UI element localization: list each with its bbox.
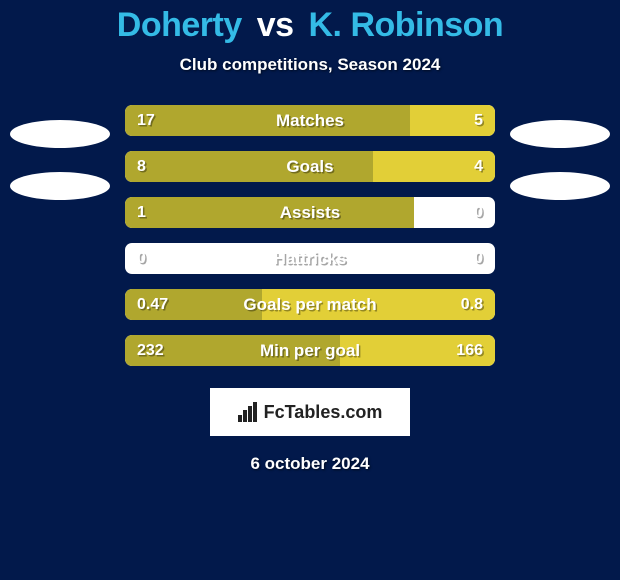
metric-label: Min per goal: [125, 335, 495, 366]
metrics-list: 175Matches 84Goals 10Assists 00Hattricks 0.4…: [125, 105, 495, 366]
title: Doherty vs K. Robinson: [0, 6, 620, 45]
placeholder-oval-icon: [10, 172, 110, 200]
player2-name: K. Robinson: [309, 6, 504, 44]
metric-label: Goals per match: [125, 289, 495, 320]
vs-text: vs: [257, 6, 294, 44]
metric-label: Assists: [125, 197, 495, 228]
metric-row: 0.470.8Goals per match: [125, 289, 495, 320]
player1-name: Doherty: [117, 6, 242, 44]
logo-text: FcTables.com: [264, 402, 383, 423]
metric-label: Matches: [125, 105, 495, 136]
metric-row: 175Matches: [125, 105, 495, 136]
placeholder-oval-icon: [10, 120, 110, 148]
player1-portrait: [10, 120, 110, 220]
metric-row: 232166Min per goal: [125, 335, 495, 366]
placeholder-oval-icon: [510, 172, 610, 200]
subtitle: Club competitions, Season 2024: [0, 55, 620, 75]
metric-label: Goals: [125, 151, 495, 182]
bar-chart-icon: [238, 402, 260, 422]
metric-row: 10Assists: [125, 197, 495, 228]
date-text: 6 october 2024: [0, 454, 620, 474]
metric-row: 00Hattricks: [125, 243, 495, 274]
player2-portrait: [510, 120, 610, 220]
metric-row: 84Goals: [125, 151, 495, 182]
placeholder-oval-icon: [510, 120, 610, 148]
logo-box: FcTables.com: [210, 388, 410, 436]
metric-label: Hattricks: [125, 243, 495, 274]
comparison-card: Doherty vs K. Robinson Club competitions…: [0, 0, 620, 580]
